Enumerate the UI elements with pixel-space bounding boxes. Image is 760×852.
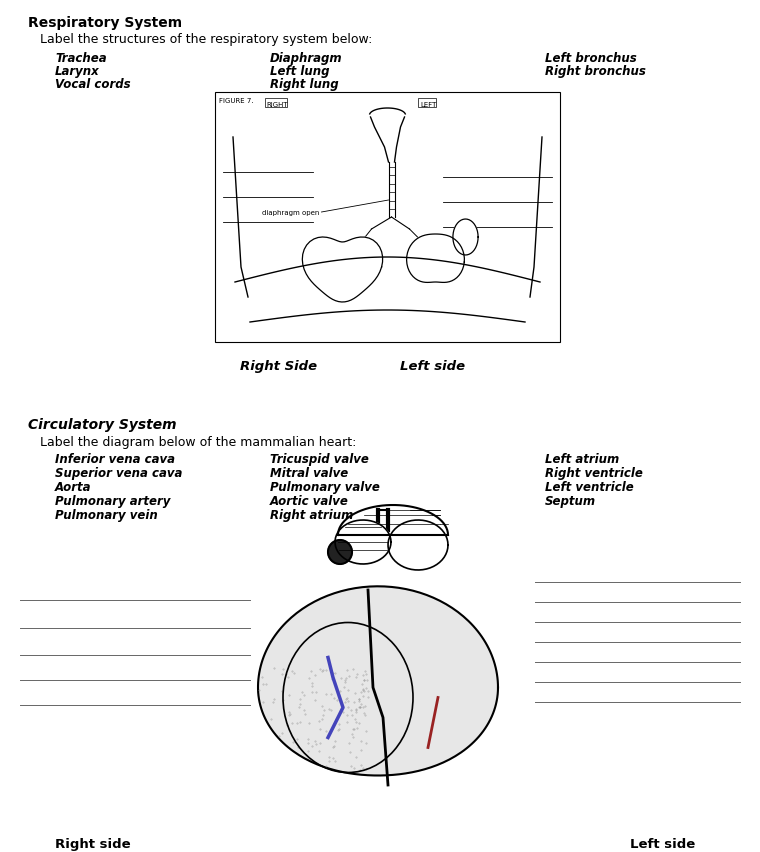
Text: Left side: Left side xyxy=(400,360,465,373)
Text: Aortic valve: Aortic valve xyxy=(270,495,349,508)
Text: Right side: Right side xyxy=(55,838,131,851)
Text: Respiratory System: Respiratory System xyxy=(28,16,182,30)
Text: Aorta: Aorta xyxy=(55,481,91,494)
Text: Right bronchus: Right bronchus xyxy=(545,65,646,78)
Text: Mitral valve: Mitral valve xyxy=(270,467,348,480)
Text: FIGURE 7.: FIGURE 7. xyxy=(219,98,254,104)
Text: Pulmonary valve: Pulmonary valve xyxy=(270,481,380,494)
Text: Left atrium: Left atrium xyxy=(545,453,619,466)
Text: Left bronchus: Left bronchus xyxy=(545,52,637,65)
Text: Right Side: Right Side xyxy=(240,360,317,373)
Text: Diaphragm: Diaphragm xyxy=(270,52,343,65)
Text: Left ventricle: Left ventricle xyxy=(545,481,634,494)
Bar xyxy=(265,98,287,107)
Text: Right lung: Right lung xyxy=(270,78,339,91)
Polygon shape xyxy=(258,586,498,775)
Bar xyxy=(418,98,436,107)
Text: Label the structures of the respiratory system below:: Label the structures of the respiratory … xyxy=(40,33,372,46)
Text: Circulatory System: Circulatory System xyxy=(28,418,176,432)
Text: Label the diagram below of the mammalian heart:: Label the diagram below of the mammalian… xyxy=(40,436,356,449)
Circle shape xyxy=(328,540,352,564)
Text: Inferior vena cava: Inferior vena cava xyxy=(55,453,175,466)
Text: Left side: Left side xyxy=(630,838,695,851)
Text: Superior vena cava: Superior vena cava xyxy=(55,467,182,480)
Bar xyxy=(215,92,560,342)
Text: Trachea: Trachea xyxy=(55,52,106,65)
Text: Pulmonary vein: Pulmonary vein xyxy=(55,509,158,522)
Polygon shape xyxy=(453,219,478,255)
Text: Tricuspid valve: Tricuspid valve xyxy=(270,453,369,466)
Polygon shape xyxy=(407,234,464,282)
Polygon shape xyxy=(302,237,382,302)
Text: Right ventricle: Right ventricle xyxy=(545,467,643,480)
Text: diaphragm open: diaphragm open xyxy=(261,210,319,216)
Polygon shape xyxy=(335,520,391,564)
Text: Larynx: Larynx xyxy=(55,65,100,78)
Polygon shape xyxy=(388,520,448,570)
Text: Pulmonary artery: Pulmonary artery xyxy=(55,495,170,508)
Text: Left lung: Left lung xyxy=(270,65,330,78)
Text: RIGHT: RIGHT xyxy=(266,102,287,108)
Text: Right atrium: Right atrium xyxy=(270,509,353,522)
Text: Vocal cords: Vocal cords xyxy=(55,78,131,91)
Text: Septum: Septum xyxy=(545,495,596,508)
Text: LEFT: LEFT xyxy=(420,102,436,108)
